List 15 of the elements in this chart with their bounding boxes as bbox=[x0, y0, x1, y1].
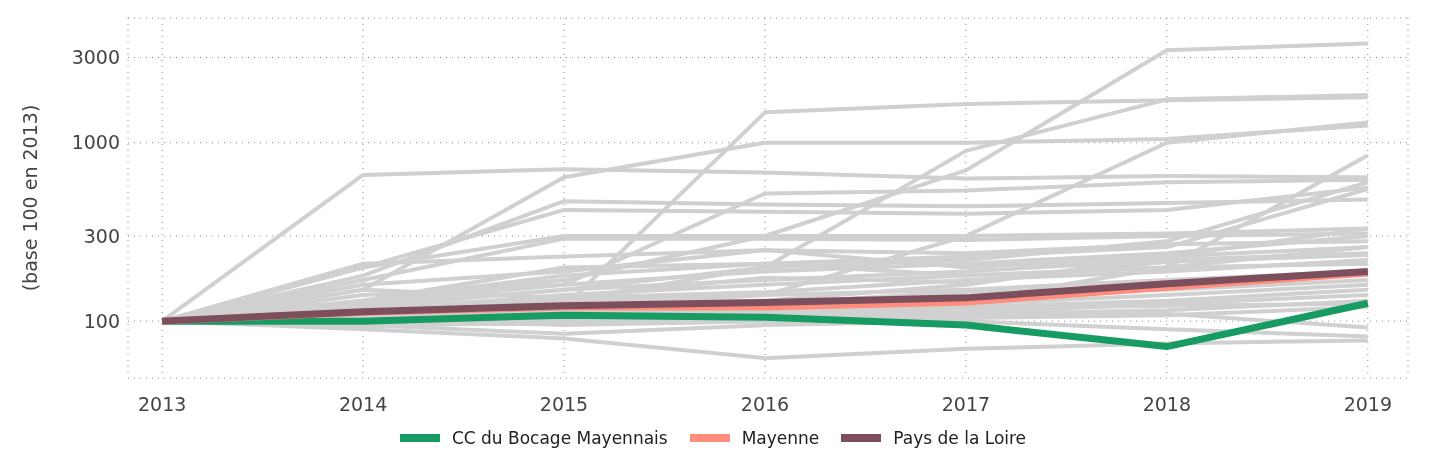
y-tick-label: 100 bbox=[83, 309, 120, 332]
x-tick-label: 2015 bbox=[539, 393, 589, 416]
legend-label: CC du Bocage Mayennais bbox=[451, 428, 668, 448]
y-tick-label: 3000 bbox=[71, 46, 120, 69]
y-tick-label: 1000 bbox=[71, 131, 120, 154]
x-tick-label: 2016 bbox=[740, 393, 790, 416]
x-tick-label: 2019 bbox=[1343, 393, 1392, 416]
y-tick-label: 300 bbox=[83, 224, 120, 247]
x-tick-label: 2018 bbox=[1142, 393, 1192, 416]
legend-label: Pays de la Loire bbox=[893, 428, 1027, 448]
x-tick-label: 2013 bbox=[137, 393, 187, 416]
y-axis-title: (base 100 en 2013) bbox=[18, 104, 41, 292]
x-tick-label: 2017 bbox=[941, 393, 991, 416]
x-tick-label: 2014 bbox=[338, 393, 388, 416]
legend-label: Mayenne bbox=[741, 428, 820, 448]
